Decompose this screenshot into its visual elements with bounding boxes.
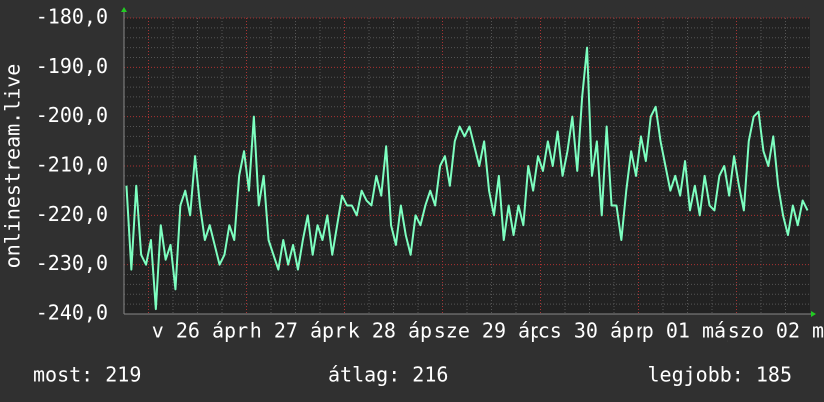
x-tick-label: cs 30 ápr [538, 319, 646, 343]
y-tick-label: -230,0 [36, 251, 108, 275]
x-tick-label: p 01 máj [642, 319, 738, 343]
y-tick-label: -200,0 [36, 103, 108, 127]
data-line [125, 46, 809, 311]
x-tick-label: h 27 ápr [250, 319, 346, 343]
y-tick-label: -220,0 [36, 202, 108, 226]
x-tick-label-bg [433, 320, 555, 344]
stat-average: átlag: 216 [328, 363, 448, 387]
x-tick-label-bg [727, 320, 824, 344]
y-axis-arrow [121, 7, 127, 12]
stat-best: legjobb: 185 [648, 363, 793, 387]
x-axis-arrow [811, 311, 816, 317]
y-tick-label: -240,0 [36, 301, 108, 325]
x-tick-label-bg [347, 320, 445, 344]
x-tick-label-bg [537, 320, 647, 344]
x-tick-label: k 28 ápr [348, 319, 444, 343]
x-tick-label: sze 29 ápr [434, 319, 554, 343]
x-tick-label-bg [641, 320, 739, 344]
y-axis-label: onlinestream.live [1, 64, 25, 269]
y-tick-label: -210,0 [36, 153, 108, 177]
y-tick-label: -190,0 [36, 54, 108, 78]
x-tick-label-bg [151, 320, 249, 344]
x-tick-label: szo 02 máj [728, 319, 824, 343]
x-tick-label: v 26 ápr [152, 319, 248, 343]
stat-current: most: 219 [33, 363, 141, 387]
y-tick-label: -180,0 [36, 5, 108, 29]
x-tick-label-bg [249, 320, 347, 344]
